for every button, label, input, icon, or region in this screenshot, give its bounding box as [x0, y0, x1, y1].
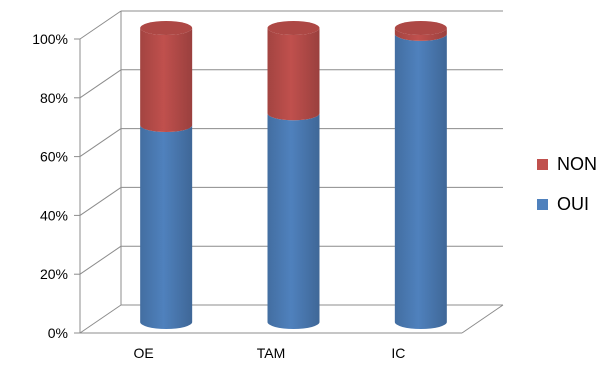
legend-swatch-non	[537, 158, 548, 170]
y-tick-label: 60%	[40, 149, 68, 165]
y-tick-label: 100%	[32, 31, 68, 47]
bar-non-tam	[267, 28, 320, 121]
gridline-wall	[79, 186, 122, 216]
x-axis-labels: OE TAM IC	[134, 345, 406, 361]
bar-non-oe	[140, 28, 193, 133]
legend-item-oui: OUI	[537, 190, 597, 218]
bar-non-ic	[394, 28, 447, 41]
bar-oui-oe	[140, 125, 193, 330]
chart-walls	[79, 11, 504, 334]
legend-item-non: NON	[537, 150, 597, 178]
bar-oui-tam	[267, 113, 320, 330]
x-tick-label: TAM	[257, 345, 286, 361]
bars	[140, 21, 447, 330]
legend-swatch-oui	[537, 198, 548, 210]
bar-top-oe	[140, 21, 193, 35]
x-tick-label: OE	[134, 345, 154, 361]
bar-top-ic	[394, 21, 447, 35]
x-tick-label: IC	[391, 345, 405, 361]
bar-oui-ic	[394, 33, 447, 329]
gridline-wall	[79, 245, 122, 275]
y-axis-ticks: 0% 20% 40% 60% 80% 100%	[32, 31, 68, 341]
floor-right-edge	[461, 304, 504, 334]
legend-label-oui: OUI	[557, 193, 590, 214]
gridline-wall	[79, 69, 122, 99]
gridline-wall	[79, 128, 122, 158]
bar-top-tam	[267, 21, 320, 35]
legend: NON OUI	[537, 150, 597, 230]
legend-label-non: NON	[557, 153, 597, 174]
gridline-wall	[79, 10, 122, 40]
y-tick-label: 20%	[40, 266, 68, 282]
y-tick-label: 80%	[40, 90, 68, 106]
gridline-wall	[79, 304, 122, 334]
y-tick-label: 0%	[48, 325, 68, 341]
y-tick-label: 40%	[40, 207, 68, 223]
